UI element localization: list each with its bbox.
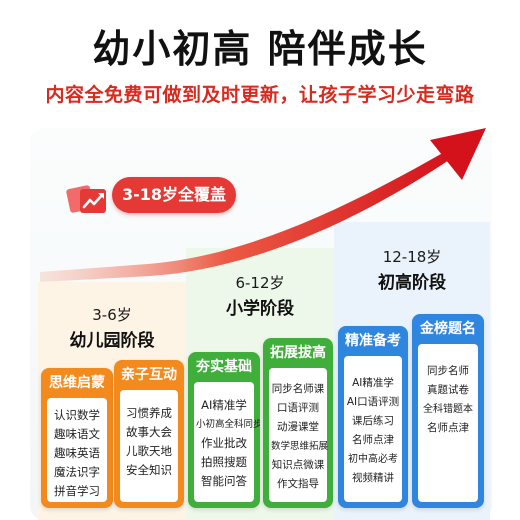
- list-item: 认识数学: [54, 408, 100, 422]
- list-item: 作业批改: [201, 436, 247, 450]
- list-item: AI精准学: [201, 398, 247, 412]
- card-title: 思维启蒙: [49, 375, 105, 391]
- card-advanced: 拓展拔高 同步名师课 口语评测 动漫课堂 数学思维拓展 知识点微课 作文指导: [263, 338, 333, 508]
- page-title: 幼小初高 陪伴成长: [92, 27, 428, 71]
- list-item: 智能问答: [201, 474, 247, 488]
- list-item: 知识点微课: [271, 459, 325, 471]
- list-item: 初中高必考: [348, 454, 398, 465]
- list-item: 口语评测: [277, 402, 319, 414]
- list-item: AI精准学: [352, 377, 394, 389]
- card-list: 认识数学 趣味语文 趣味英语 魔法识字 拼音学习: [47, 398, 107, 502]
- card-list: AI精准学 AI口语评测 课后练习 名师点津 初中高必考 视频精讲: [344, 356, 402, 502]
- card-title: 金榜题名: [420, 321, 476, 337]
- list-item: AI口语评测: [346, 396, 400, 408]
- list-item: 小初高全科同步: [196, 419, 260, 430]
- list-item: 拍照搜题: [201, 455, 247, 469]
- app-icon: [66, 185, 106, 213]
- card-foundation: 夯实基础 AI精准学 小初高全科同步 作业批改 拍照搜题 智能问答: [188, 352, 260, 508]
- list-item: 安全知识: [126, 463, 172, 477]
- list-item: 作文指导: [277, 478, 319, 490]
- card-thinking: 思维启蒙 认识数学 趣味语文 趣味英语 魔法识字 拼音学习: [41, 368, 113, 508]
- list-item: 趣味英语: [54, 446, 100, 460]
- stage-age: 3-6岁: [92, 306, 132, 324]
- list-item: 趣味语文: [54, 427, 100, 441]
- list-item: 习惯养成: [126, 406, 172, 420]
- list-item: 数学思维拓展: [271, 441, 329, 452]
- card-parent-child: 亲子互动 习惯养成 故事大会 儿歌天地 安全知识: [114, 360, 184, 508]
- list-item: 魔法识字: [54, 465, 100, 479]
- stage-age: 6-12岁: [235, 274, 285, 292]
- stage-name: 幼儿园阶段: [69, 331, 155, 351]
- card-list: 同步名师 真题试卷 全科错题本 名师点津: [418, 344, 478, 502]
- card-list: 习惯养成 故事大会 儿歌天地 安全知识: [120, 390, 178, 502]
- list-item: 全科错题本: [423, 404, 473, 415]
- page-subtitle: 内容全免费可做到及时更新，让孩子学习少走弯路: [45, 84, 475, 106]
- list-item: 同步名师: [427, 365, 469, 377]
- card-exam-prep: 精准备考 AI精准学 AI口语评测 课后练习 名师点津 初中高必考 视频精讲: [338, 326, 408, 508]
- card-top-rank: 金榜题名 同步名师 真题试卷 全科错题本 名师点津: [412, 314, 484, 508]
- list-item: 名师点津: [352, 434, 394, 446]
- card-title: 夯实基础: [196, 359, 252, 375]
- stage-name: 小学阶段: [226, 299, 294, 319]
- card-list: 同步名师课 口语评测 动漫课堂 数学思维拓展 知识点微课 作文指导: [269, 368, 329, 502]
- list-item: 视频精讲: [352, 472, 394, 484]
- card-title: 精准备考: [345, 333, 401, 349]
- list-item: 真题试卷: [427, 384, 469, 396]
- list-item: 同步名师课: [271, 383, 325, 395]
- list-item: 拼音学习: [54, 484, 100, 498]
- age-coverage-badge: 3-18岁全覆盖: [112, 177, 236, 213]
- list-item: 课后练习: [352, 415, 394, 427]
- stage-name: 初高阶段: [378, 273, 446, 293]
- stage-age: 12-18岁: [382, 248, 442, 266]
- list-item: 动漫课堂: [277, 421, 319, 433]
- card-title: 拓展拔高: [270, 345, 326, 361]
- card-list: AI精准学 小初高全科同步 作业批改 拍照搜题 智能问答: [194, 382, 260, 502]
- list-item: 名师点津: [427, 422, 469, 434]
- list-item: 故事大会: [126, 425, 172, 439]
- list-item: 儿歌天地: [126, 444, 172, 458]
- card-title: 亲子互动: [121, 367, 177, 383]
